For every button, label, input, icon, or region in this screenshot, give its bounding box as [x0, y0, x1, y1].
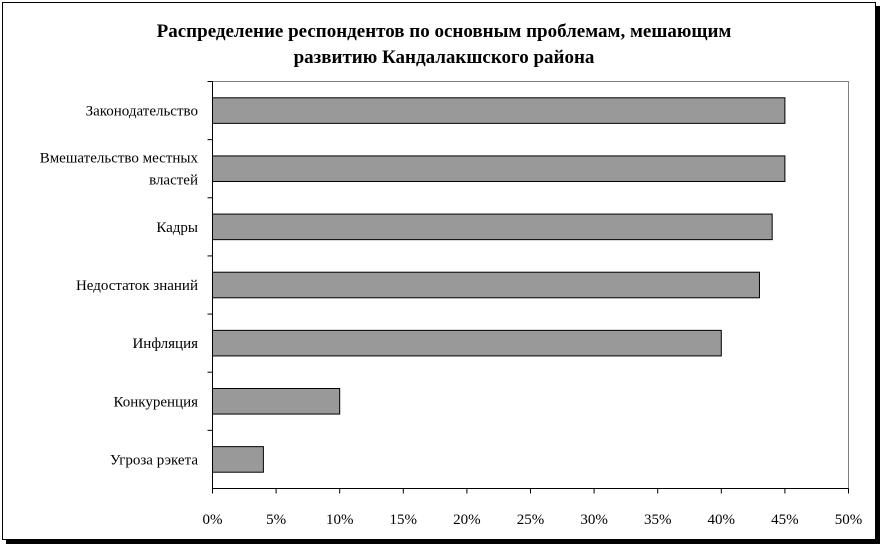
- x-tick-label: 20%: [453, 512, 481, 528]
- x-tick-label: 0%: [203, 512, 223, 528]
- chart-title-line-2: развитию Кандалакшского района: [294, 47, 595, 68]
- category-label: Инфляция: [132, 336, 198, 352]
- bar: [212, 387, 341, 415]
- x-tick-label: 10%: [326, 512, 354, 528]
- x-tick-label: 25%: [517, 512, 545, 528]
- bars-group: [212, 97, 786, 473]
- bar: [212, 155, 786, 183]
- category-label: Угроза рэкета: [110, 452, 198, 468]
- category-label: Законодательство: [86, 104, 198, 120]
- bar: [212, 271, 760, 299]
- x-tick-label: 50%: [835, 512, 863, 528]
- x-tick-label: 35%: [644, 512, 672, 528]
- x-axis-ticks-group: 0% 5% 10% 15% 20% 25% 30% 35% 40% 45% 50%: [203, 81, 863, 528]
- chart-title-line-1: Распределение респондентов по основным п…: [157, 21, 732, 42]
- category-label: Вмешательство местных: [40, 151, 199, 167]
- category-label: Конкуренция: [114, 394, 199, 410]
- x-tick-label: 30%: [580, 512, 608, 528]
- category-labels-group: Законодательство Вмешательство местных вла…: [40, 104, 199, 469]
- x-tick-label: 45%: [771, 512, 799, 528]
- bar: [212, 97, 786, 124]
- bar: [212, 213, 773, 241]
- category-label: властей: [149, 173, 198, 189]
- x-tick-label: 5%: [266, 512, 286, 528]
- x-tick-label: 40%: [708, 512, 736, 528]
- bar: [212, 446, 264, 473]
- category-label: Кадры: [156, 220, 198, 236]
- bar: [212, 329, 722, 357]
- x-tick-label: 15%: [390, 512, 418, 528]
- category-label: Недостаток знаний: [76, 278, 198, 294]
